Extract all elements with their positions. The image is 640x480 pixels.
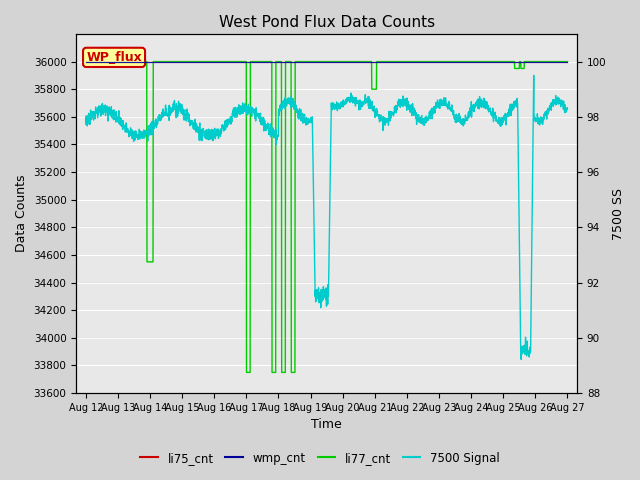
Text: WP_flux: WP_flux [86,51,142,64]
X-axis label: Time: Time [311,419,342,432]
Title: West Pond Flux Data Counts: West Pond Flux Data Counts [219,15,435,30]
Legend: li75_cnt, wmp_cnt, li77_cnt, 7500 Signal: li75_cnt, wmp_cnt, li77_cnt, 7500 Signal [136,447,504,469]
Y-axis label: Data Counts: Data Counts [15,175,28,252]
Y-axis label: 7500 SS: 7500 SS [612,188,625,240]
